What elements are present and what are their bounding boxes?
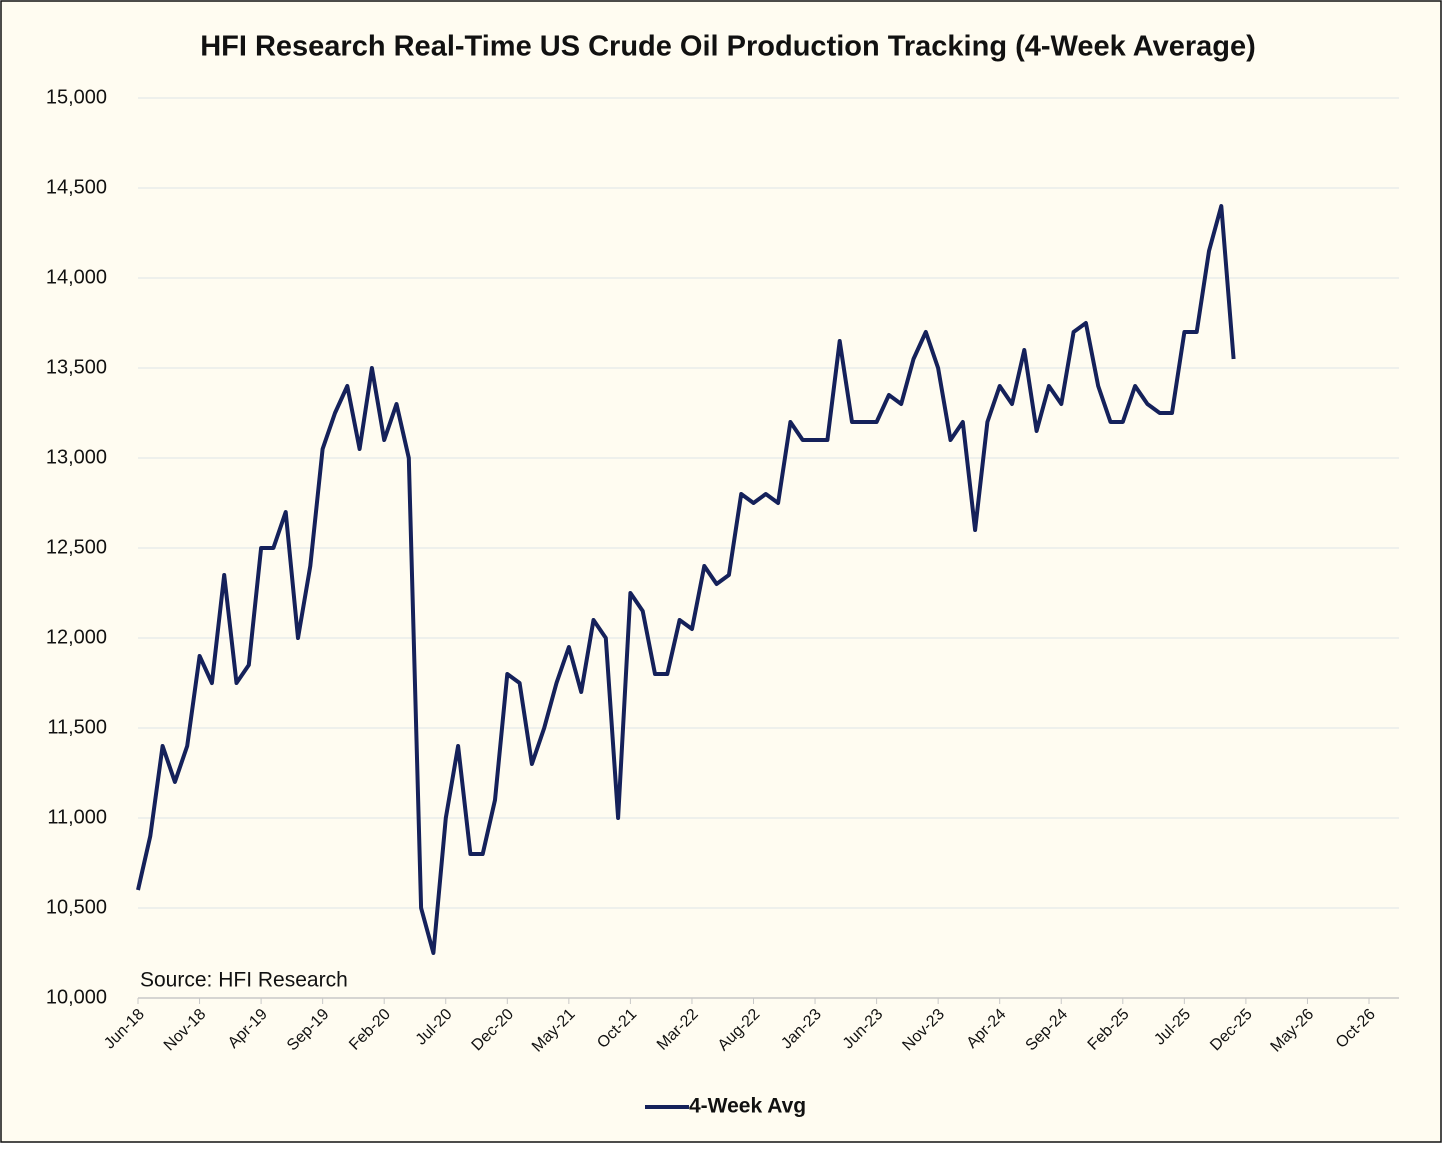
y-tick-label: 14,500 [46, 176, 107, 198]
y-tick-label: 13,000 [46, 446, 107, 468]
y-tick-label: 12,500 [46, 536, 107, 558]
chart-frame [0, 0, 1442, 1143]
y-tick-label: 14,000 [46, 266, 107, 288]
y-tick-label: 10,000 [46, 986, 107, 1008]
y-tick-label: 12,000 [46, 626, 107, 648]
data-line [136, 204, 1236, 955]
y-tick-label: 15,000 [46, 86, 107, 108]
chart-title: HFI Research Real-Time US Crude Oil Prod… [200, 31, 1256, 63]
y-tick-label: 13,500 [46, 356, 107, 378]
y-tick-label: 11,000 [47, 806, 107, 828]
y-tick-label: 11,500 [47, 716, 107, 738]
y-tick-label: 10,500 [46, 896, 107, 918]
source-note: Source: HFI Research [140, 969, 348, 992]
legend-label: 4-Week Avg [689, 1095, 806, 1118]
